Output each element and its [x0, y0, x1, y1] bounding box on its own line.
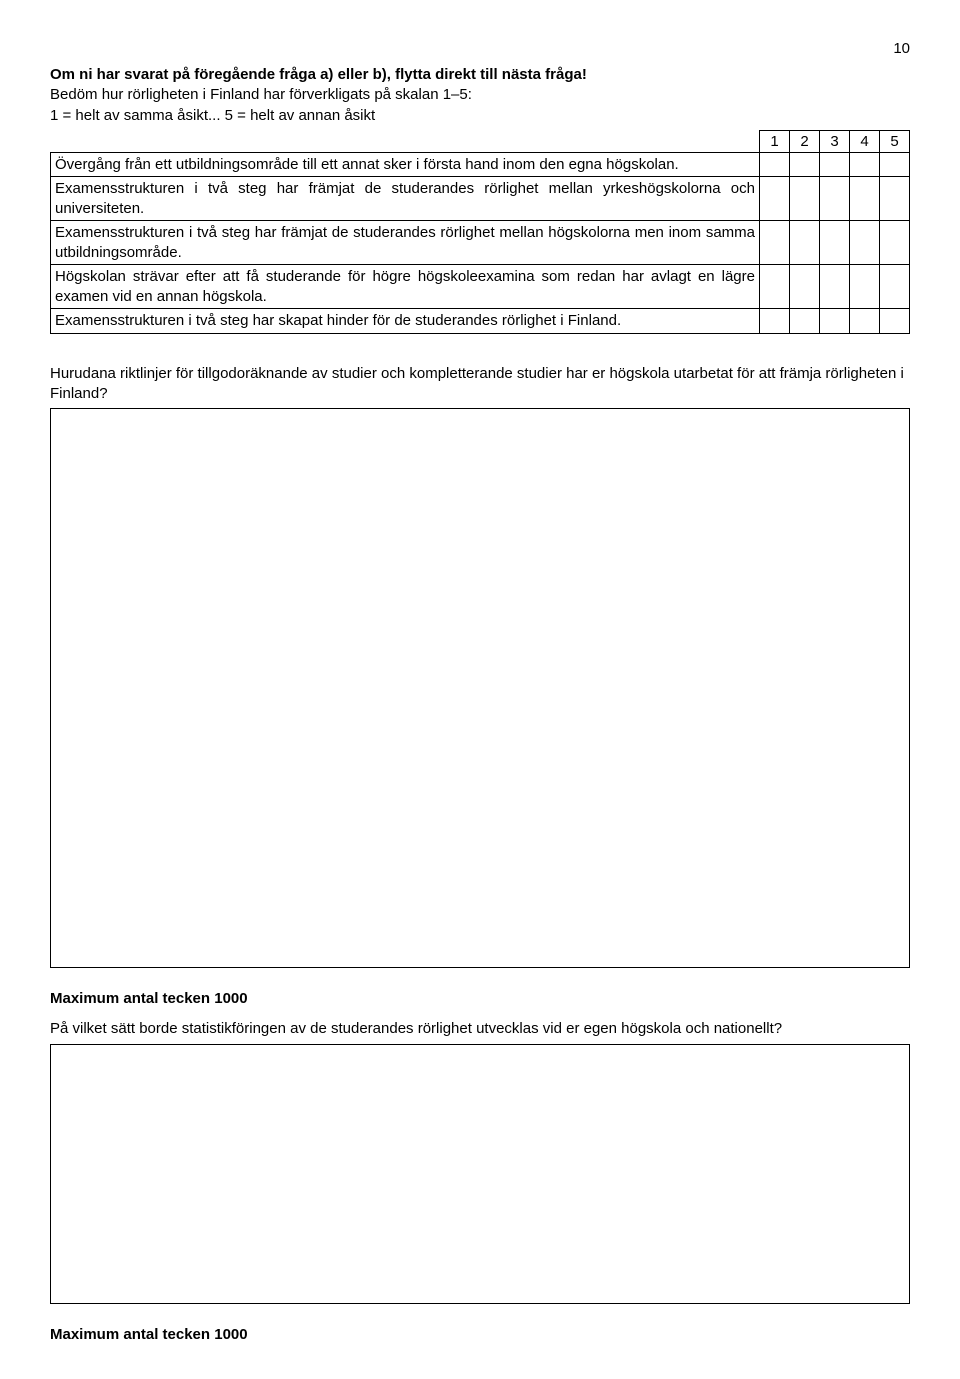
instruction-line2: Bedöm hur rörligheten i Finland har förv… [50, 85, 910, 105]
table-row: Examensstrukturen i två steg har främjat… [51, 221, 910, 265]
question-1-text: Hurudana riktlinjer för tillgodoräknande… [50, 364, 910, 405]
rating-cell[interactable] [880, 265, 910, 309]
rating-cell[interactable] [790, 265, 820, 309]
rating-col-2: 2 [790, 130, 820, 152]
rating-col-1: 1 [760, 130, 790, 152]
statement-cell: Högskolan strävar efter att få studerand… [51, 265, 760, 309]
statement-cell: Examensstrukturen i två steg har främjat… [51, 177, 760, 221]
statement-cell: Övergång från ett utbildningsområde till… [51, 152, 760, 177]
rating-cell[interactable] [850, 265, 880, 309]
rating-cell[interactable] [850, 221, 880, 265]
rating-cell[interactable] [820, 221, 850, 265]
answer-box-1[interactable] [50, 408, 910, 968]
instruction-line3: 1 = helt av samma åsikt... 5 = helt av a… [50, 106, 910, 126]
rating-cell[interactable] [790, 152, 820, 177]
rating-cell[interactable] [820, 309, 850, 334]
table-row: Högskolan strävar efter att få studerand… [51, 265, 910, 309]
rating-cell[interactable] [760, 265, 790, 309]
rating-cell[interactable] [760, 221, 790, 265]
max-chars-label-1: Maximum antal tecken 1000 [50, 990, 910, 1007]
rating-cell[interactable] [880, 177, 910, 221]
max-chars-label-2: Maximum antal tecken 1000 [50, 1326, 910, 1343]
rating-cell[interactable] [790, 177, 820, 221]
table-row: Examensstrukturen i två steg har skapat … [51, 309, 910, 334]
rating-cell[interactable] [760, 152, 790, 177]
rating-cell[interactable] [850, 177, 880, 221]
empty-header-cell [51, 130, 760, 152]
rating-cell[interactable] [760, 177, 790, 221]
rating-table: 1 2 3 4 5 Övergång från ett utbildningso… [50, 130, 910, 334]
statement-cell: Examensstrukturen i två steg har främjat… [51, 221, 760, 265]
table-row: Övergång från ett utbildningsområde till… [51, 152, 910, 177]
rating-cell[interactable] [820, 152, 850, 177]
rating-cell[interactable] [790, 221, 820, 265]
table-row: Examensstrukturen i två steg har främjat… [51, 177, 910, 221]
rating-cell[interactable] [790, 309, 820, 334]
rating-col-3: 3 [820, 130, 850, 152]
rating-cell[interactable] [880, 152, 910, 177]
rating-cell[interactable] [880, 309, 910, 334]
rating-col-4: 4 [850, 130, 880, 152]
rating-cell[interactable] [820, 265, 850, 309]
rating-col-5: 5 [880, 130, 910, 152]
page-number: 10 [50, 40, 910, 57]
answer-box-2[interactable] [50, 1044, 910, 1304]
instruction-bold: Om ni har svarat på föregående fråga a) … [50, 65, 910, 85]
rating-cell[interactable] [880, 221, 910, 265]
rating-cell[interactable] [760, 309, 790, 334]
question-2-text: På vilket sätt borde statistikföringen a… [50, 1019, 910, 1039]
rating-cell[interactable] [850, 152, 880, 177]
statement-cell: Examensstrukturen i två steg har skapat … [51, 309, 760, 334]
rating-cell[interactable] [850, 309, 880, 334]
rating-header-row: 1 2 3 4 5 [51, 130, 910, 152]
rating-cell[interactable] [820, 177, 850, 221]
instructions-block: Om ni har svarat på föregående fråga a) … [50, 65, 910, 126]
